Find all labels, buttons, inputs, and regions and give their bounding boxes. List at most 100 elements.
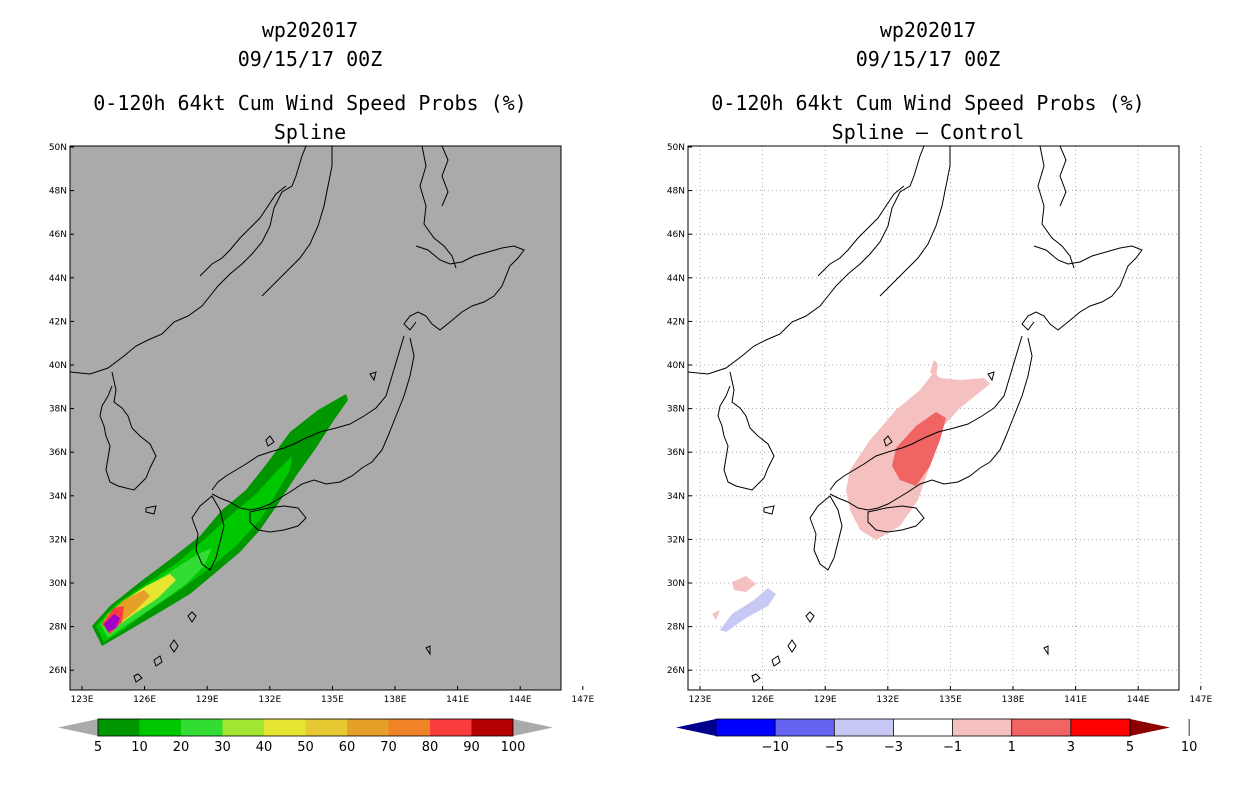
colorbar-high-arrow (513, 719, 553, 736)
colorbar-swatch (471, 719, 514, 736)
lat-label: 50N (667, 143, 685, 153)
diff-band-1c (712, 576, 756, 620)
colorbar-label: −5 (825, 740, 844, 755)
lon-label: 138E (384, 695, 407, 705)
colorbar-label: 60 (339, 740, 356, 755)
left-title-line-2: 09/15/17 00Z (237, 47, 383, 71)
lon-label: 144E (509, 695, 532, 705)
colorbar-label: 20 (173, 740, 190, 755)
colorbar-label: 40 (256, 740, 273, 755)
lat-label: 32N (667, 535, 685, 545)
lat-label: 40N (49, 361, 67, 371)
colorbar-label: 3 (1067, 740, 1075, 755)
left-title: wp202017 09/15/17 00Z (30, 16, 590, 74)
lat-label: 26N (667, 666, 685, 676)
colorbar-label: 10 (1181, 740, 1198, 755)
colorbar-swatch (98, 719, 140, 736)
colorbar-label: 80 (422, 740, 439, 755)
colorbar-swatch (139, 719, 182, 736)
colorbar-swatch (222, 719, 265, 736)
colorbar-swatch (834, 719, 894, 736)
colorbar-label: −1 (943, 740, 962, 755)
left-map-frame (69, 145, 562, 691)
colorbar-label: 100 (501, 740, 526, 755)
left-map: 50N 48N 46N 44N 42N 40N 38N 36N 34N 32N 30N 28N 26N 1… (49, 143, 595, 705)
lon-label: 135E (939, 695, 962, 705)
lat-label: 30N (49, 579, 67, 589)
right-title-line-1: wp202017 (879, 18, 977, 42)
right-subtitle-line-1: 0-120h 64kt Cum Wind Speed Probs (%) (711, 91, 1145, 115)
lat-label: 34N (49, 492, 67, 502)
colorbar-swatch (430, 719, 472, 736)
left-subtitle: 0-120h 64kt Cum Wind Speed Probs (%) Spl… (30, 89, 590, 147)
colorbar-swatch (775, 719, 835, 736)
lat-label: 36N (49, 448, 67, 458)
diff-band-neg-1 (720, 588, 776, 632)
left-subtitle-line-1: 0-120h 64kt Cum Wind Speed Probs (%) (93, 91, 527, 115)
lon-label: 132E (876, 695, 899, 705)
lon-label: 147E (1189, 695, 1212, 705)
lon-label: 129E (196, 695, 219, 705)
colorbar-label: 5 (94, 740, 102, 755)
right-subtitle: 0-120h 64kt Cum Wind Speed Probs (%) Spl… (648, 89, 1208, 147)
colorbar-swatch (181, 719, 223, 736)
colorbar-label: 1 (1008, 740, 1016, 755)
lat-label: 44N (49, 274, 67, 284)
lon-label: 135E (321, 695, 344, 705)
colorbar-swatch (1011, 719, 1072, 736)
left-colorbar: 5 10 20 30 40 50 60 70 80 90 100 (58, 718, 553, 755)
lat-label: 48N (667, 187, 685, 197)
colorbar-label: −3 (884, 740, 903, 755)
colorbar-label: 30 (214, 740, 231, 755)
lat-label: 46N (667, 230, 685, 240)
lat-label: 50N (49, 143, 67, 153)
colorbar-swatch (388, 719, 431, 736)
lat-label: 36N (667, 448, 685, 458)
colorbar-outline (97, 718, 514, 737)
colorbar-swatch (1070, 719, 1131, 736)
right-title: wp202017 09/15/17 00Z (648, 16, 1208, 74)
colorbar-low-arrow (676, 719, 716, 736)
right-title-line-2: 09/15/17 00Z (855, 47, 1001, 71)
lat-label: 42N (49, 317, 67, 327)
lat-label: 48N (49, 187, 67, 197)
colorbar-label: 90 (463, 740, 480, 755)
lon-label: 147E (571, 695, 594, 705)
colorbar-high-arrow (1130, 719, 1170, 736)
right-axis-ticks: 50N 48N 46N 44N 42N 40N 38N 36N 34N 32N 30N 28N 26N 1… (667, 143, 1213, 705)
colorbar-swatch (893, 719, 954, 736)
right-subtitle-line-2: Spline – Control (831, 120, 1025, 144)
prob-band-100 (104, 614, 120, 632)
lon-label: 144E (1127, 695, 1150, 705)
diff-band-3 (892, 412, 946, 486)
colorbar-swatch (952, 719, 1013, 736)
lat-label: 46N (49, 230, 67, 240)
colorbar-swatch (347, 719, 389, 736)
colorbar-label: 5 (1126, 740, 1134, 755)
lon-label: 132E (258, 695, 281, 705)
lon-label: 126E (133, 695, 156, 705)
lat-label: 28N (667, 623, 685, 633)
colorbar-label: 70 (380, 740, 397, 755)
right-map-frame (687, 145, 1180, 691)
lat-label: 38N (667, 405, 685, 415)
lat-label: 38N (49, 405, 67, 415)
lat-label: 44N (667, 274, 685, 284)
colorbar-swatch (264, 719, 306, 736)
right-map: 50N 48N 46N 44N 42N 40N 38N 36N 34N 32N 30N 28N 26N 1… (667, 143, 1213, 705)
lat-label: 26N (49, 666, 67, 676)
colorbar-label: 50 (297, 740, 314, 755)
left-axis-ticks: 50N 48N 46N 44N 42N 40N 38N 36N 34N 32N 30N 28N 26N 1… (49, 143, 595, 705)
lon-label: 126E (751, 695, 774, 705)
lon-label: 123E (689, 695, 712, 705)
lat-label: 32N (49, 535, 67, 545)
colorbar-label: 10 (131, 740, 148, 755)
lat-label: 34N (667, 492, 685, 502)
left-subtitle-line-2: Spline (273, 120, 347, 144)
lon-label: 129E (814, 695, 837, 705)
colorbar-swatch (305, 719, 348, 736)
lon-label: 141E (1064, 695, 1087, 705)
lat-label: 42N (667, 317, 685, 327)
lon-label: 123E (71, 695, 94, 705)
